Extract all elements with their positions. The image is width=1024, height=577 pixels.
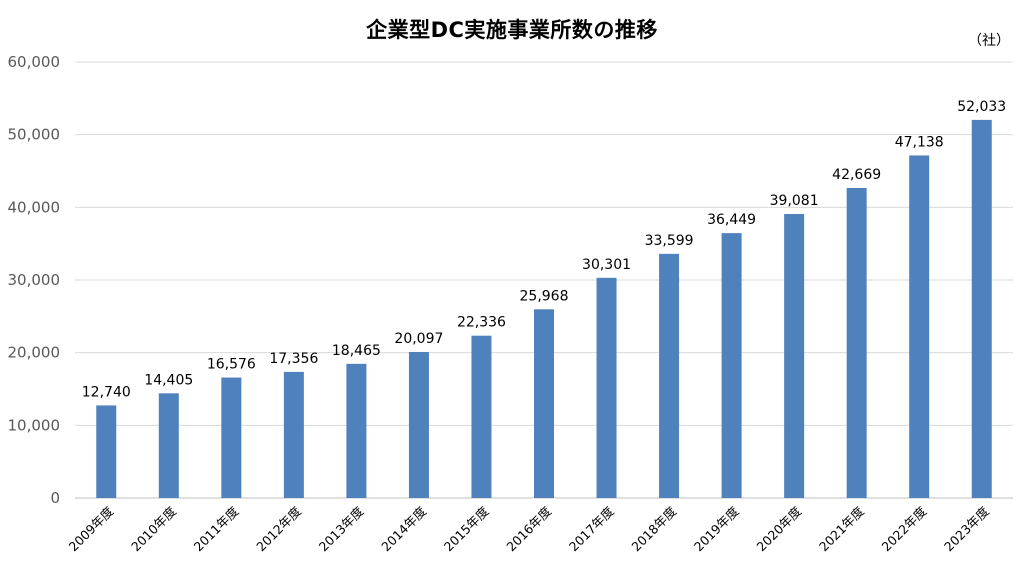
- chart-title: 企業型DC実施事業所数の推移: [366, 18, 658, 42]
- y-tick-label: 0: [50, 489, 60, 507]
- x-tick-label: 2018年度: [628, 503, 679, 554]
- bar: [721, 233, 742, 498]
- bar: [659, 253, 680, 498]
- x-tick-label: 2014年度: [378, 503, 429, 554]
- y-axis: 0 10,000 20,000 30,000 40,000 50,000 60,000: [8, 53, 61, 507]
- y-tick-label: 50,000: [8, 126, 61, 144]
- bar: [283, 371, 304, 498]
- x-tick-label: 2022年度: [879, 503, 930, 554]
- data-label: 52,033: [957, 99, 1006, 115]
- x-tick-label: 2016年度: [503, 503, 554, 554]
- data-label: 14,405: [144, 372, 193, 388]
- data-label: 30,301: [582, 257, 631, 273]
- x-tick-label: 2013年度: [316, 503, 367, 554]
- x-tick-label: 2011年度: [191, 503, 242, 554]
- data-label: 33,599: [645, 233, 694, 249]
- bar: [971, 119, 992, 499]
- x-tick-label: 2009年度: [66, 503, 117, 554]
- y-tick-label: 60,000: [8, 53, 61, 71]
- bar: [596, 277, 617, 498]
- y-tick-label: 40,000: [8, 198, 61, 216]
- bar: [96, 405, 117, 498]
- x-axis: 2009年度 2010年度 2011年度 2012年度 2013年度 2014年度 2015…: [66, 503, 993, 554]
- unit-label: （社）: [968, 33, 1010, 49]
- x-tick-label: 2017年度: [566, 503, 617, 554]
- bar: [846, 187, 867, 498]
- bar: [784, 214, 805, 498]
- x-tick-label: 2023年度: [941, 503, 992, 554]
- data-label: 17,356: [269, 351, 318, 367]
- bar: [158, 393, 179, 498]
- y-tick-label: 30,000: [8, 271, 61, 289]
- data-label: 42,669: [832, 167, 881, 183]
- data-label: 47,138: [895, 134, 944, 150]
- bar: [221, 377, 242, 498]
- x-tick-label: 2021年度: [816, 503, 867, 554]
- x-tick-label: 2010年度: [128, 503, 179, 554]
- data-label: 22,336: [457, 315, 506, 331]
- bar: [346, 363, 367, 498]
- bar: [534, 309, 554, 498]
- x-tick-label: 2012年度: [253, 503, 304, 554]
- y-tick-label: 10,000: [8, 416, 61, 434]
- bars: [96, 119, 992, 499]
- x-tick-label: 2020年度: [753, 503, 804, 554]
- data-label: 36,449: [707, 212, 756, 228]
- x-tick-label: 2015年度: [441, 503, 492, 554]
- data-label: 16,576: [207, 357, 256, 373]
- bar: [909, 155, 930, 498]
- data-label: 12,740: [82, 384, 131, 400]
- data-label: 25,968: [520, 288, 569, 304]
- data-label: 18,465: [332, 343, 381, 359]
- bar: [471, 335, 492, 498]
- y-tick-label: 20,000: [8, 344, 61, 362]
- data-labels: 12,740 14,405 16,576 17,356 18,465 20,097 22,3…: [82, 99, 1006, 401]
- x-tick-label: 2019年度: [691, 503, 742, 554]
- data-label: 20,097: [394, 331, 443, 347]
- data-label: 39,081: [770, 193, 819, 209]
- bar: [408, 351, 429, 498]
